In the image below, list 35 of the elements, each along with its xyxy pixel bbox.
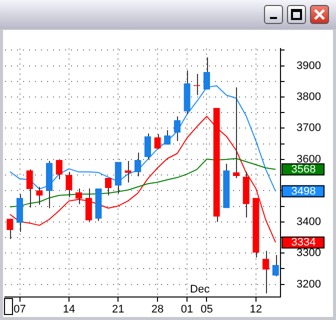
x-tick-label: 14 xyxy=(62,303,76,316)
candlestick xyxy=(262,250,270,294)
candlestick xyxy=(36,186,43,206)
candlestick xyxy=(16,194,24,232)
candlestick xyxy=(203,56,210,90)
x-tick-label: 28 xyxy=(151,303,164,316)
candlestick xyxy=(66,171,72,198)
candlestick xyxy=(164,130,171,145)
candlestick xyxy=(174,116,181,142)
y-tick-label: 3700 xyxy=(296,122,322,134)
x-tick-label: 07 xyxy=(14,303,26,316)
candlestick xyxy=(85,188,92,222)
y-tick-label: 3400 xyxy=(296,216,322,228)
y-tick-label: 3300 xyxy=(296,247,322,260)
y-tick-label: 3600 xyxy=(296,153,322,166)
text: 3498 xyxy=(291,185,316,198)
candlestick xyxy=(26,168,33,208)
x-tick-label: 12 xyxy=(250,303,262,316)
annotation: Dec xyxy=(190,283,210,296)
candlestick xyxy=(134,152,142,177)
text: 3334 xyxy=(291,236,316,249)
candlestick xyxy=(272,254,279,277)
candlestick xyxy=(154,134,161,150)
candlestick xyxy=(56,160,62,180)
y-tick-label: 3200 xyxy=(296,278,322,290)
candlestick xyxy=(6,218,14,240)
x-tick-label: 05 xyxy=(200,303,213,316)
y-tick-label: 3900 xyxy=(296,60,322,72)
y-tick-label: 3800 xyxy=(296,91,322,104)
candlestick xyxy=(75,188,82,205)
x-tick-label: 01 xyxy=(180,303,194,316)
x-tick-label: 21 xyxy=(112,303,124,316)
text: 3568 xyxy=(291,163,316,176)
candlestick xyxy=(144,133,152,160)
candlestick xyxy=(114,162,122,194)
